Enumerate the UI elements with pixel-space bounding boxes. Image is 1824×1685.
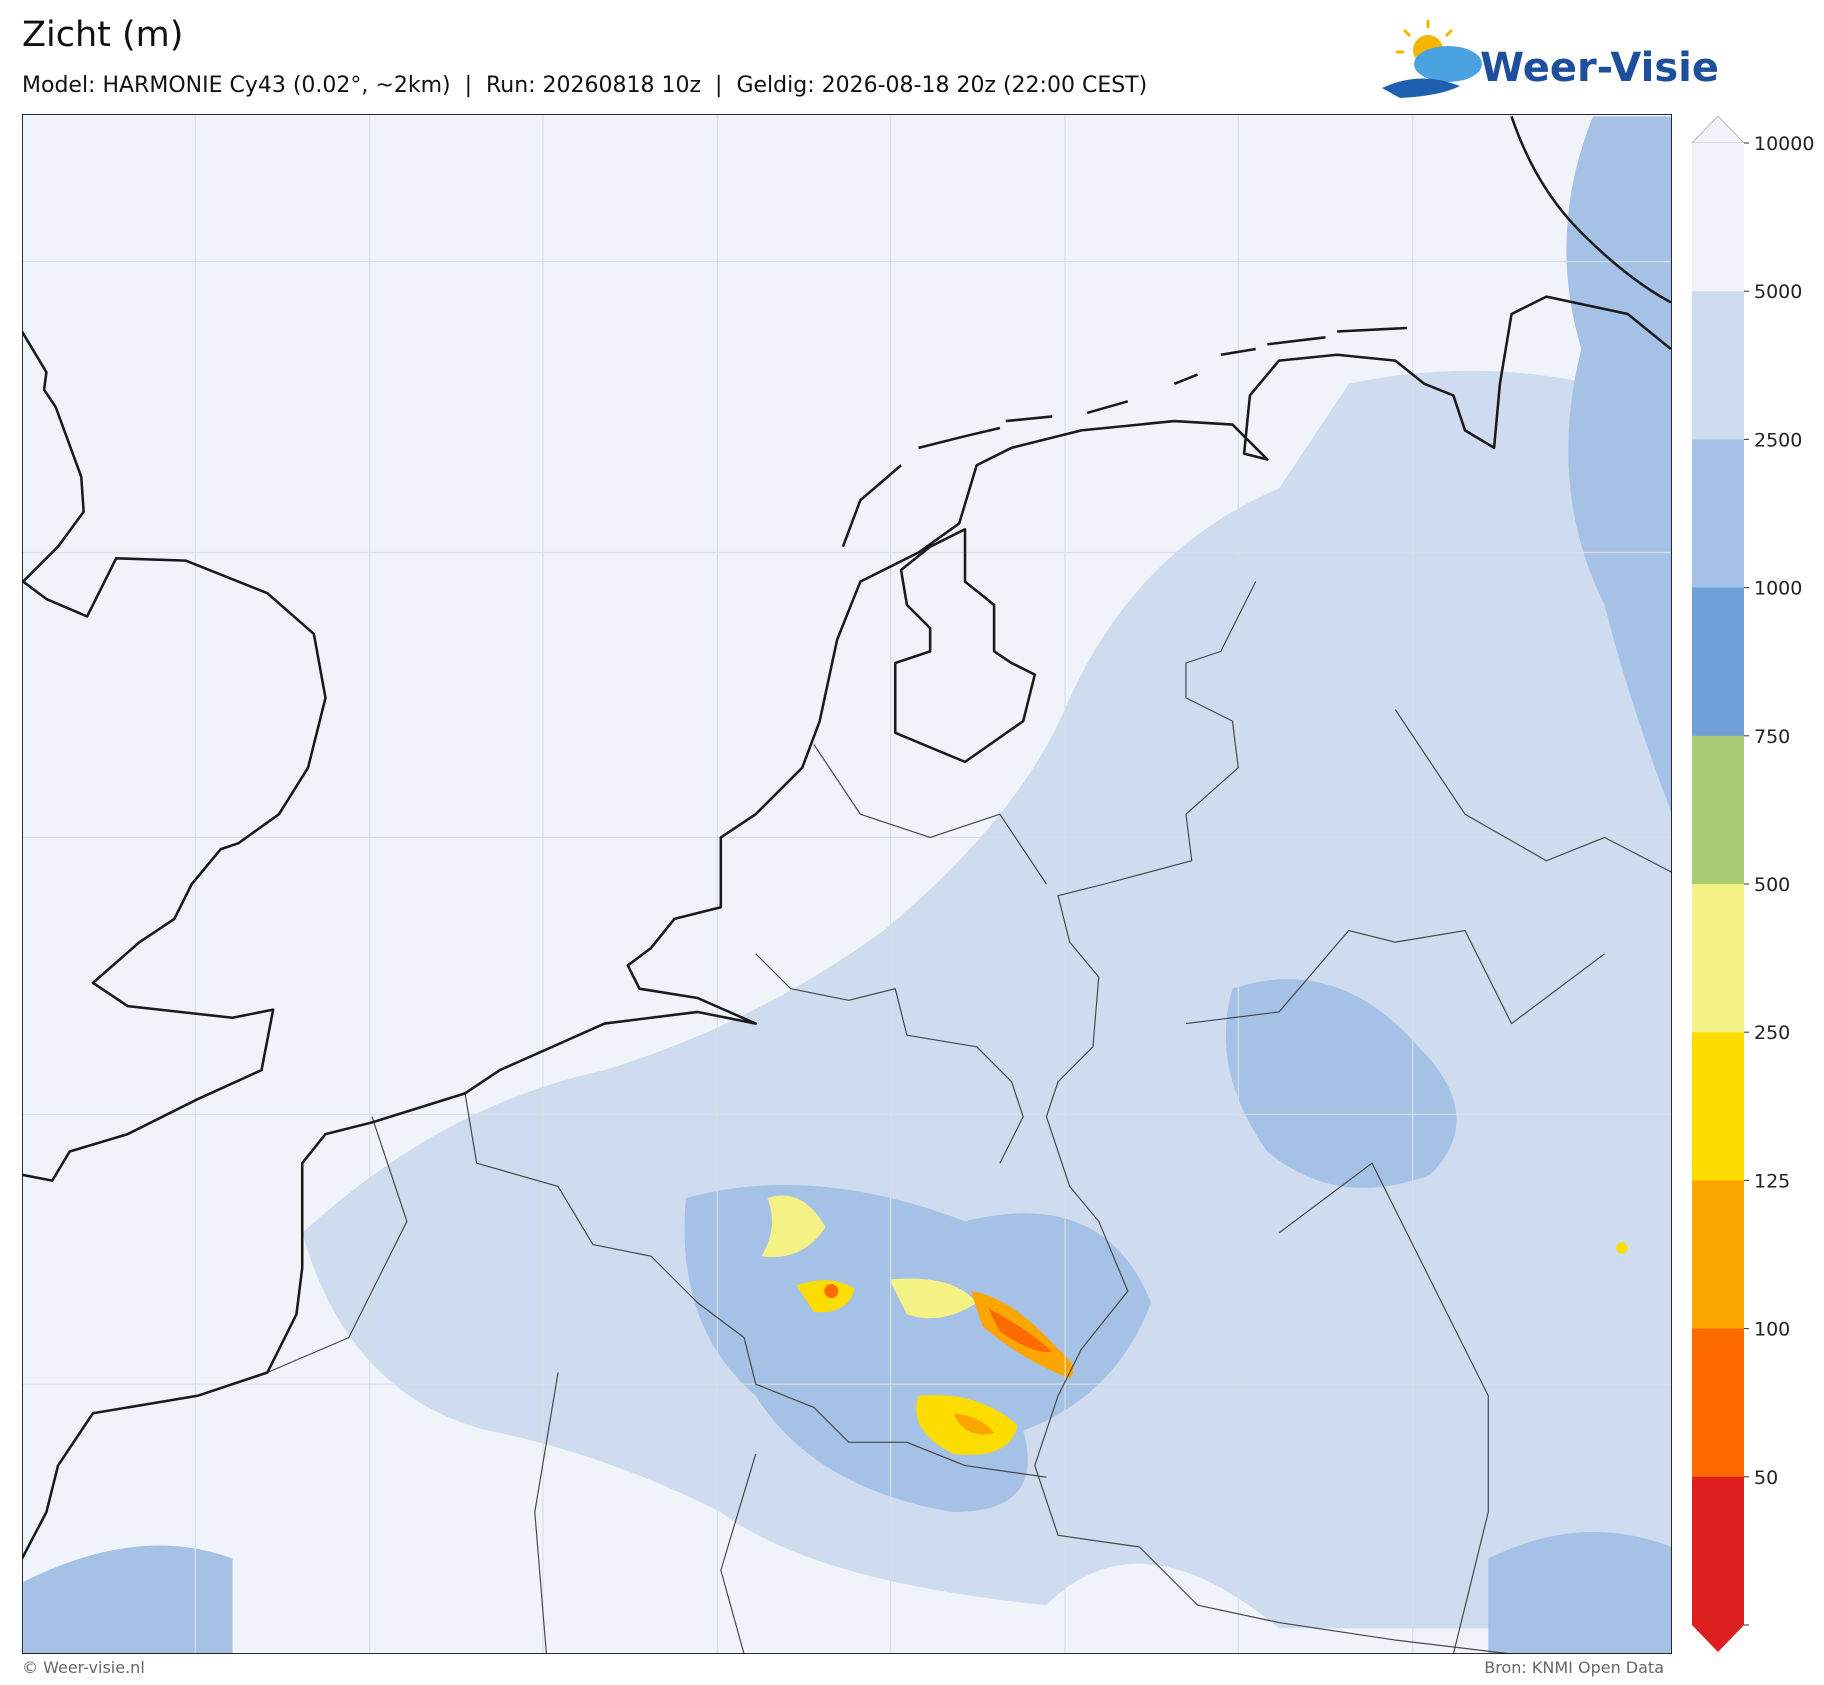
subtitle: Model: HARMONIE Cy43 (0.02°, ~2km) | Run… [22, 73, 1147, 98]
colorbar-band [1692, 439, 1744, 589]
colorbar-tick-label: 750 [1754, 726, 1790, 748]
colorbar: 10000 5000 2500 1000 750 500 250 125 100 50 [1690, 115, 1814, 1652]
colorbar-tick-label: 50 [1754, 1467, 1778, 1489]
colorbar-band [1692, 143, 1744, 292]
logo-cloud [1414, 46, 1482, 82]
colorbar-band [1692, 735, 1744, 885]
colorbar-band [1692, 1476, 1744, 1626]
colorbar-band [1692, 1180, 1744, 1330]
logo-wave [1382, 78, 1460, 98]
coastline [22, 115, 1672, 1560]
visibility-field [23, 116, 1672, 1654]
logo-rays [1396, 20, 1454, 54]
colorbar-tick-label: 1000 [1754, 578, 1802, 600]
logo-text: Weer-Visie [1480, 45, 1719, 91]
colorbar-tick-label: 5000 [1754, 281, 1802, 303]
footer-left: © Weer-visie.nl [22, 1658, 145, 1677]
grid [22, 114, 1672, 1654]
colorbar-band [1692, 587, 1744, 737]
borders [267, 581, 1672, 1654]
footer-right: Bron: KNMI Open Data [1484, 1658, 1664, 1677]
colorbar-extend-bottom [1692, 1625, 1744, 1652]
colorbar-tick-label: 500 [1754, 874, 1790, 896]
colorbar-band [1692, 1032, 1744, 1181]
colorbar-tick-label: 125 [1754, 1170, 1790, 1192]
title: Zicht (m) [22, 15, 183, 55]
colorbar-band [1692, 884, 1744, 1033]
colorbar-extend-top [1690, 115, 1746, 144]
colorbar-tick-label: 250 [1754, 1022, 1790, 1044]
colorbar-band [1692, 291, 1744, 440]
colorbar-tick-label: 100 [1754, 1319, 1790, 1341]
colorbar-tick-label: 2500 [1754, 429, 1802, 451]
colorbar-band [1692, 1328, 1744, 1478]
colorbar-tick-label: 10000 [1754, 133, 1814, 155]
map [22, 114, 1672, 1654]
logo: Weer-Visie [1382, 20, 1719, 98]
